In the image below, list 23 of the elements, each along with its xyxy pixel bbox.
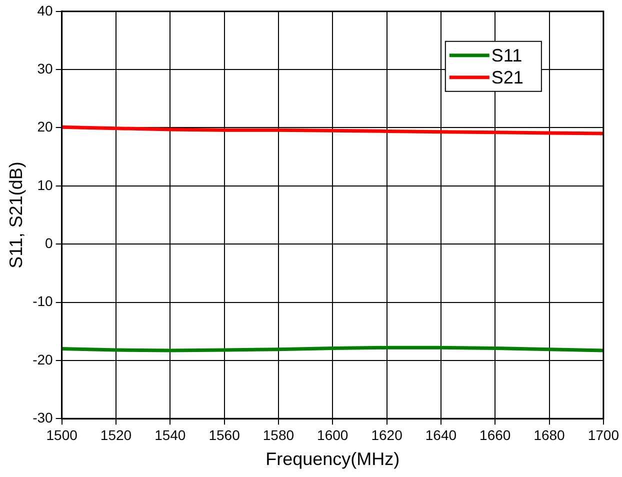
x-tick-label: 1500 <box>46 426 78 443</box>
x-tick-label: 1560 <box>208 426 240 443</box>
x-tick-label: 1520 <box>100 426 132 443</box>
x-tick-label: 1580 <box>262 426 294 443</box>
x-tick-label: 1620 <box>371 426 403 443</box>
y-tick-label: 40 <box>37 2 54 18</box>
legend-label: S11 <box>491 45 522 66</box>
y-tick-label: -10 <box>32 293 54 310</box>
y-tick-label: 0 <box>45 234 54 251</box>
x-tick-label: 1640 <box>425 426 457 443</box>
y-tick-label: 30 <box>37 60 54 76</box>
x-tick-label: 1680 <box>534 426 566 443</box>
y-tick-label: 10 <box>37 176 54 193</box>
x-tick-label: 1660 <box>480 426 511 443</box>
y-tick-label: -30 <box>32 409 54 426</box>
y-tick-label: -20 <box>32 351 54 368</box>
y-tick-label: 20 <box>37 118 54 135</box>
x-axis-title: Frequency(MHz) <box>266 449 400 470</box>
legend-label: S21 <box>491 67 524 88</box>
x-tick-label: 1600 <box>317 426 348 443</box>
x-tick-label: 1540 <box>154 426 186 443</box>
y-axis-title: S11, S21(dB) <box>6 162 26 268</box>
x-tick-label: 1700 <box>588 426 620 443</box>
